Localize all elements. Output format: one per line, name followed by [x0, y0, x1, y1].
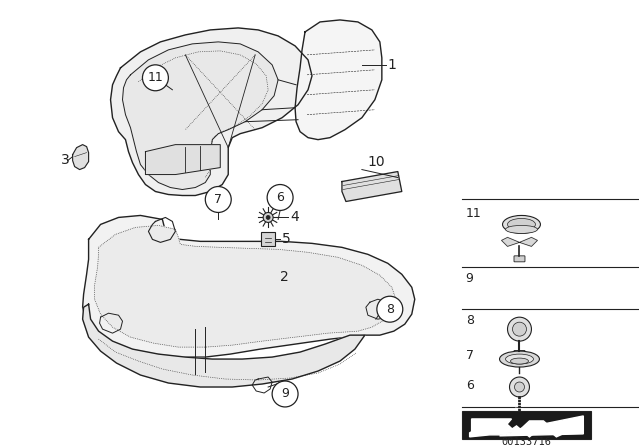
Polygon shape: [472, 416, 583, 436]
Polygon shape: [111, 28, 312, 195]
Ellipse shape: [502, 215, 540, 233]
Polygon shape: [145, 145, 220, 175]
Text: 5: 5: [282, 233, 291, 246]
Circle shape: [508, 317, 531, 341]
Polygon shape: [72, 145, 88, 169]
Polygon shape: [520, 237, 538, 246]
Text: 8: 8: [466, 314, 474, 327]
Text: 6: 6: [466, 379, 474, 392]
Text: 3: 3: [61, 153, 69, 167]
Circle shape: [267, 185, 293, 211]
Text: 6: 6: [276, 191, 284, 204]
FancyBboxPatch shape: [461, 411, 591, 439]
Text: 10: 10: [368, 155, 385, 168]
FancyBboxPatch shape: [515, 413, 524, 418]
Polygon shape: [295, 20, 382, 140]
Circle shape: [515, 382, 524, 392]
Text: 7: 7: [466, 349, 474, 362]
FancyBboxPatch shape: [261, 233, 275, 246]
Text: 7: 7: [214, 193, 222, 206]
Polygon shape: [470, 421, 583, 437]
FancyBboxPatch shape: [463, 413, 589, 437]
Text: 4: 4: [290, 211, 299, 224]
Polygon shape: [122, 42, 278, 190]
Circle shape: [205, 186, 231, 212]
FancyBboxPatch shape: [514, 351, 525, 358]
Ellipse shape: [506, 225, 538, 233]
Text: 8: 8: [386, 303, 394, 316]
Circle shape: [509, 377, 529, 397]
Ellipse shape: [511, 358, 529, 364]
Text: 1: 1: [388, 58, 397, 72]
Text: 2: 2: [280, 270, 289, 284]
Circle shape: [266, 215, 270, 220]
Ellipse shape: [500, 351, 540, 367]
Circle shape: [377, 296, 403, 322]
Polygon shape: [95, 225, 396, 347]
Circle shape: [143, 65, 168, 91]
Text: 9: 9: [466, 272, 474, 285]
Circle shape: [513, 322, 527, 336]
Polygon shape: [342, 172, 402, 202]
Text: 9: 9: [281, 388, 289, 401]
Text: 11: 11: [466, 207, 481, 220]
Text: 00133716: 00133716: [502, 437, 552, 447]
Polygon shape: [83, 215, 415, 357]
Ellipse shape: [506, 354, 534, 364]
Circle shape: [263, 212, 273, 222]
Text: 11: 11: [148, 71, 163, 84]
FancyBboxPatch shape: [514, 256, 525, 262]
Ellipse shape: [508, 219, 536, 230]
Polygon shape: [83, 304, 365, 387]
Polygon shape: [502, 237, 520, 246]
Circle shape: [272, 381, 298, 407]
